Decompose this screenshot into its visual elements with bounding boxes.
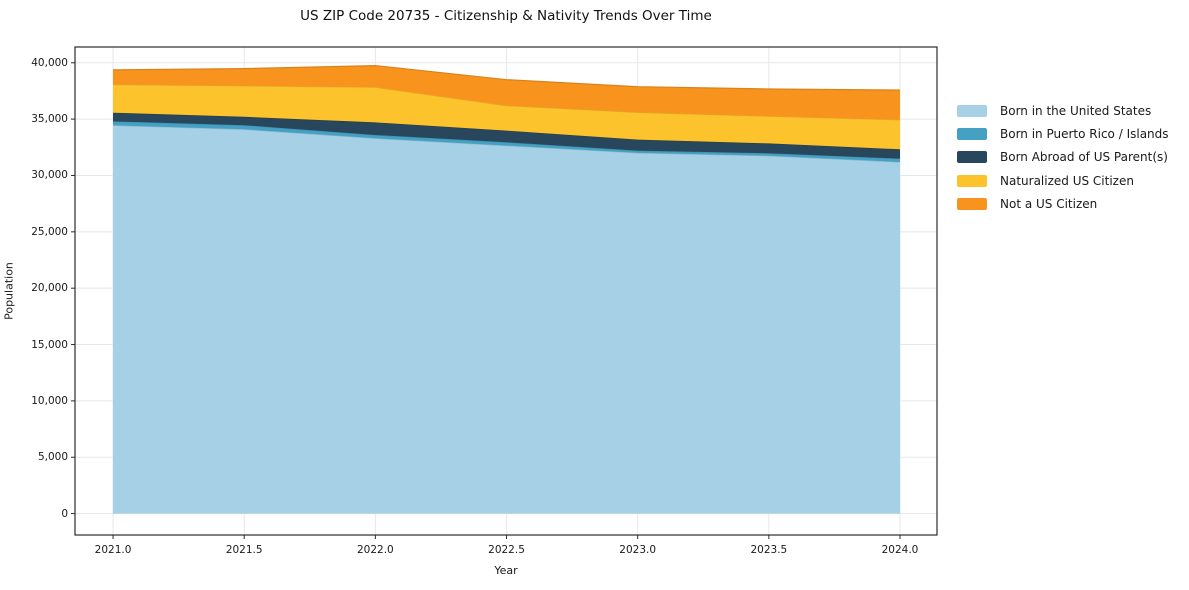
legend-swatch-icon [957, 127, 987, 140]
area-not-a-us-citizen [113, 65, 900, 120]
x-tick-label: 2023.0 [619, 544, 657, 556]
legend-item: Born in the United States [957, 99, 1169, 122]
area-naturalized-us-citizen [113, 84, 900, 150]
y-tick-label: 10,000 [31, 394, 68, 407]
plot-spines [74, 46, 938, 536]
y-tick-label: 25,000 [31, 225, 68, 238]
legend-item: Naturalized US Citizen [957, 169, 1169, 192]
x-tick-label: 2021.0 [94, 544, 132, 556]
y-tick-label: 35,000 [31, 113, 68, 126]
area-edge [112, 64, 901, 91]
legend-swatch-icon [957, 197, 987, 210]
y-tick-label: 20,000 [31, 282, 68, 295]
legend-item: Born in Puerto Rico / Islands [957, 122, 1169, 145]
legend-swatch-icon [957, 151, 987, 164]
legend-label: Naturalized US Citizen [1000, 173, 1134, 188]
y-tick-label: 15,000 [31, 338, 68, 351]
y-tick-label: 0 [61, 507, 68, 520]
legend-swatch-icon [957, 174, 987, 187]
chart-title: US ZIP Code 20735 - Citizenship & Nativi… [300, 8, 712, 24]
y-tick-label: 30,000 [31, 169, 68, 182]
area-born-in-puerto-rico-islands [113, 121, 900, 162]
area-born-abroad-of-us-parent-s- [113, 112, 900, 159]
legend-swatch-icon [957, 104, 987, 117]
legend-item: Born Abroad of US Parent(s) [957, 146, 1169, 169]
x-tick-label: 2021.5 [225, 544, 263, 556]
x-axis-label: Year [494, 564, 518, 577]
area-born-in-the-united-states [113, 125, 900, 514]
y-tick-label: 40,000 [31, 56, 68, 69]
y-tick-label: 5,000 [37, 451, 68, 464]
legend: Born in the United States Born in Puerto … [957, 99, 1169, 215]
legend-label: Born in Puerto Rico / Islands [1000, 126, 1169, 141]
x-tick-label: 2024.0 [881, 544, 919, 556]
legend-label: Born Abroad of US Parent(s) [1000, 150, 1168, 165]
legend-item: Not a US Citizen [957, 192, 1169, 215]
x-tick-label: 2022.0 [356, 544, 394, 556]
x-tick-label: 2023.5 [750, 544, 788, 556]
legend-label: Not a US Citizen [1000, 196, 1098, 211]
legend-label: Born in the United States [1000, 103, 1152, 118]
x-tick-label: 2022.5 [488, 544, 525, 556]
